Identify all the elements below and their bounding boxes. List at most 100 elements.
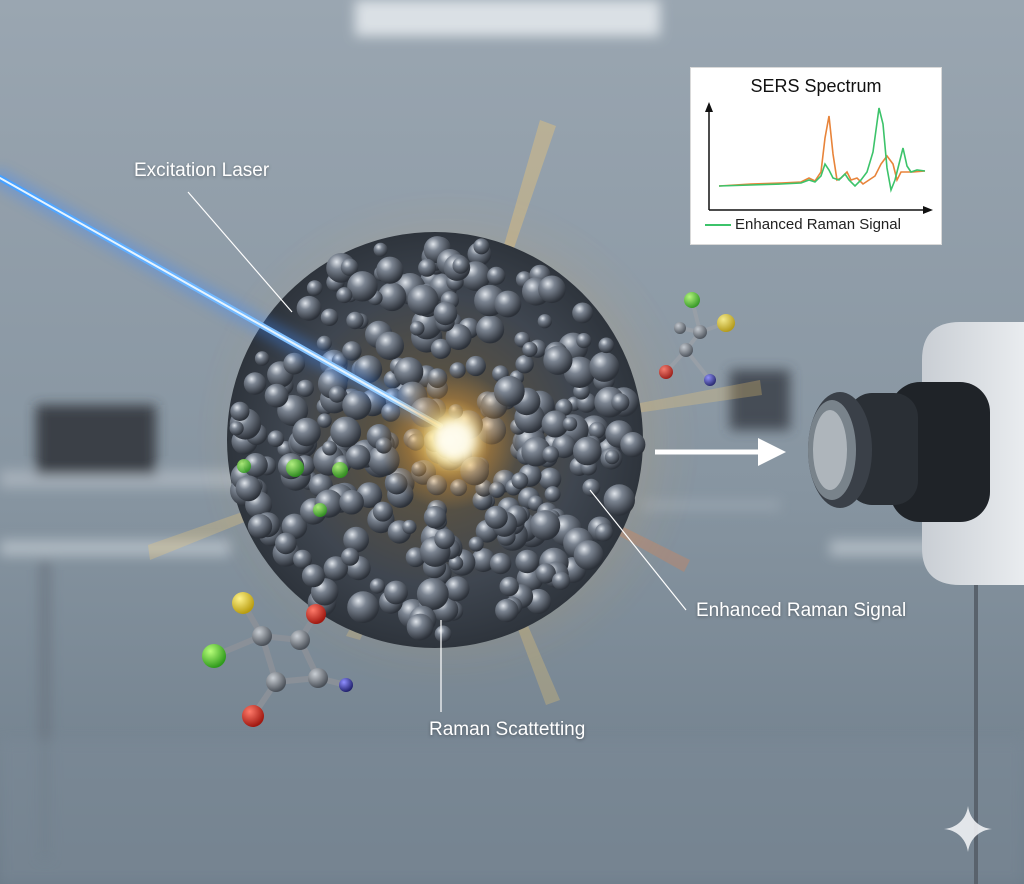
nanoparticle-sphere: [267, 430, 285, 448]
nanoparticle-sphere: [582, 478, 601, 497]
nanoparticle-sphere: [572, 302, 593, 324]
nanoparticle-sphere: [521, 436, 551, 467]
nanoparticle-sphere: [345, 444, 371, 470]
nanoparticle-sphere: [620, 432, 646, 458]
spectrum-legend: Enhanced Raman Signal: [705, 216, 901, 233]
nanoparticle-sphere: [588, 421, 606, 439]
nanoparticle-sphere: [296, 379, 314, 397]
legend-swatch: [705, 223, 731, 226]
nanoparticle-sphere: [603, 484, 635, 516]
y-axis-arrow: [705, 102, 713, 112]
nanoparticle-sphere: [342, 390, 372, 420]
nanoparticle-sphere: [573, 436, 602, 466]
nanoparticle-sphere: [542, 446, 559, 463]
nanoparticle-sphere: [343, 526, 369, 553]
raman-scattering-label: Raman Scattetting: [429, 719, 586, 740]
nanoparticle-sphere: [264, 383, 289, 408]
nanoparticle-sphere: [336, 287, 353, 304]
molecule-upper-right: [659, 292, 735, 386]
nanoparticle-sphere: [342, 341, 362, 361]
enhanced-raman-signal-label: Enhanced Raman Signal: [696, 600, 907, 621]
nanoparticle-sphere: [372, 501, 393, 522]
nanoparticle-sphere: [476, 315, 505, 344]
molecule-lower-left: [202, 592, 353, 727]
nanoparticle-sphere: [589, 351, 620, 382]
nanoparticle-sphere: [328, 385, 346, 403]
nanoparticle-sphere: [511, 472, 529, 490]
nanoparticle-sphere: [292, 417, 321, 447]
nanoparticle-sphere: [515, 549, 539, 574]
nanoparticle-sphere: [296, 295, 322, 321]
nanoparticle-sphere: [384, 580, 408, 605]
nanoparticle-sphere: [281, 513, 308, 540]
nanoparticle-sphere: [433, 301, 458, 326]
nanoparticle-sphere: [376, 256, 404, 284]
nanoparticle-sphere: [530, 510, 561, 541]
nanoparticle-sphere: [494, 290, 522, 318]
nanoparticle-sphere: [544, 486, 561, 503]
excitation-laser-beam: [0, 169, 449, 435]
nanoparticle-sphere: [316, 335, 332, 351]
nanoparticle-sphere: [423, 505, 447, 529]
nanoparticle-sphere: [562, 416, 578, 432]
nanoparticle-sphere: [247, 514, 273, 539]
detector-camera: [808, 322, 1024, 884]
nanoparticle-sphere: [347, 271, 378, 302]
nanoparticle-sphere: [594, 523, 614, 542]
nanoparticle-sphere: [611, 393, 630, 412]
nanoparticle-sphere: [416, 578, 449, 610]
sparkle-icon: [944, 806, 992, 852]
nanoparticle-sphere: [320, 308, 339, 326]
nanoparticle-sphere: [317, 413, 332, 428]
nanoparticle-sphere: [347, 591, 379, 624]
nanoparticle-sphere: [552, 571, 571, 590]
spectrum-plot: [705, 102, 933, 214]
nanoparticle-sphere: [465, 355, 486, 377]
nanoparticle-sphere: [339, 489, 364, 515]
nanoparticle-sphere: [283, 352, 306, 375]
legend-label: Enhanced Raman Signal: [735, 216, 901, 233]
nanoparticle-sphere: [243, 372, 267, 395]
nanoparticle-sphere: [468, 536, 484, 552]
nanoparticle-sphere: [377, 282, 407, 312]
nanoparticle-sphere: [445, 324, 472, 350]
nanoparticle-sphere: [409, 321, 425, 336]
nanoparticle-sphere: [576, 333, 592, 349]
excitation-laser-label: Excitation Laser: [134, 160, 270, 181]
nanoparticle-sphere: [235, 475, 262, 502]
nanoparticle-sphere: [541, 410, 569, 438]
nanoparticle-sphere: [402, 519, 417, 535]
nanoparticle-sphere: [538, 275, 566, 304]
nanoparticle-sphere: [535, 563, 556, 584]
nanoparticle-sphere: [330, 416, 362, 448]
nanoparticle-sphere: [229, 421, 244, 436]
nanoparticle-sphere: [495, 598, 519, 623]
nanoparticle-sphere: [489, 552, 512, 575]
nanoparticle-sphere: [434, 528, 455, 550]
nanoparticle-sphere: [543, 345, 573, 375]
molecule-embedded: [237, 459, 348, 517]
nanoparticle-sphere: [373, 242, 388, 257]
nanoparticle-sphere: [573, 540, 604, 570]
sers-spectrum-inset: SERS Spectrum Enhanced Raman Signal: [690, 67, 942, 245]
nanoparticle-sphere: [418, 258, 437, 277]
nanoparticle-sphere: [499, 576, 519, 597]
nanoparticle-sphere: [522, 341, 538, 358]
nanoparticle-sphere: [293, 549, 312, 569]
nanoparticle-sphere: [434, 625, 452, 643]
nanoparticle-sphere: [487, 266, 506, 285]
nanoparticle-sphere: [341, 547, 360, 566]
series-green-line: [718, 107, 926, 193]
nanoparticle-sphere: [407, 284, 439, 316]
nanoparticle-sphere: [369, 578, 385, 594]
nanoparticle-sphere: [537, 314, 552, 329]
nanoparticle-sphere: [243, 453, 268, 478]
signal-arrow: [655, 438, 786, 466]
nanoparticle-sphere: [323, 556, 348, 581]
nanoparticle-sphere: [346, 311, 364, 330]
nanoparticle-sphere: [515, 355, 534, 374]
nanoparticle-sphere: [375, 331, 404, 360]
nanoparticle-sphere: [538, 467, 562, 490]
nanoparticle-sphere: [230, 401, 250, 421]
